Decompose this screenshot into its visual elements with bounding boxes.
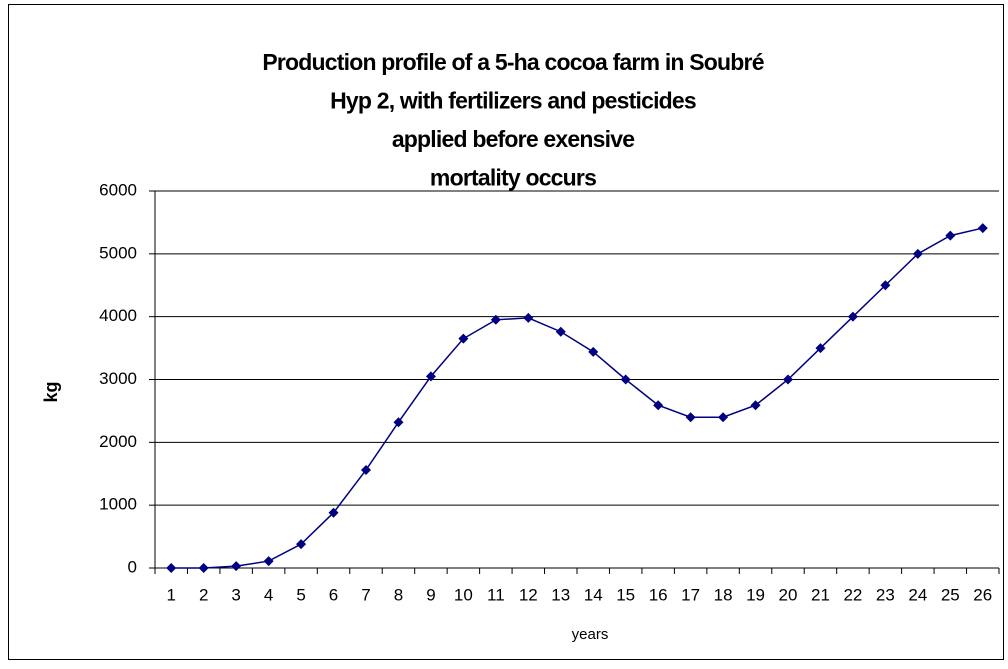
marker bbox=[685, 412, 696, 423]
x-tick-label: 19 bbox=[746, 585, 765, 604]
x-tick-label: 9 bbox=[426, 585, 435, 604]
marker bbox=[166, 563, 177, 573]
chart-title: applied before exensive bbox=[392, 126, 634, 152]
x-tick-label: 26 bbox=[973, 585, 992, 604]
marker bbox=[328, 507, 339, 518]
marker bbox=[620, 374, 631, 385]
x-tick-label: 4 bbox=[264, 585, 273, 604]
x-tick-label: 13 bbox=[551, 585, 570, 604]
x-tick-label: 15 bbox=[616, 585, 635, 604]
y-tick-label: 6000 bbox=[99, 180, 137, 199]
marker bbox=[783, 374, 793, 385]
x-tick-label: 2 bbox=[199, 585, 208, 604]
marker bbox=[750, 400, 761, 411]
x-tick-label: 5 bbox=[296, 585, 305, 604]
y-tick-label: 3000 bbox=[99, 369, 137, 388]
marker bbox=[912, 248, 923, 259]
x-tick-label: 3 bbox=[231, 585, 240, 604]
x-tick-label: 18 bbox=[714, 585, 733, 604]
chart-title: mortality occurs bbox=[430, 165, 596, 191]
y-tick-label: 5000 bbox=[99, 243, 137, 262]
line bbox=[171, 227, 983, 569]
marker bbox=[361, 464, 371, 475]
marker bbox=[718, 412, 729, 423]
x-tick-label: 17 bbox=[681, 585, 700, 604]
marker bbox=[880, 280, 891, 291]
marker bbox=[425, 371, 436, 382]
chart-title: Production profile of a 5-ha cocoa farm … bbox=[262, 49, 763, 75]
marker bbox=[458, 333, 469, 344]
y-tick-label: 0 bbox=[128, 557, 137, 576]
marker bbox=[653, 400, 664, 411]
marker bbox=[523, 312, 534, 323]
marker bbox=[815, 343, 826, 354]
marker bbox=[393, 417, 404, 428]
x-tick-label: 25 bbox=[941, 585, 960, 604]
x-tick-label: 24 bbox=[908, 585, 927, 604]
x-axis-label: years bbox=[572, 626, 609, 643]
x-tick-label: 12 bbox=[519, 585, 538, 604]
x-tick-label: 6 bbox=[329, 585, 338, 604]
x-tick-label: 22 bbox=[843, 585, 862, 604]
marker bbox=[263, 556, 274, 567]
x-tick-label: 11 bbox=[487, 585, 505, 604]
chart-title: Hyp 2, with fertilizers and pesticides bbox=[330, 88, 696, 114]
x-tick-label: 20 bbox=[779, 585, 798, 604]
x-tick-label: 14 bbox=[584, 585, 603, 604]
marker bbox=[588, 346, 599, 357]
marker bbox=[977, 223, 988, 234]
x-tick-label: 23 bbox=[876, 585, 895, 604]
x-tick-label: 8 bbox=[394, 585, 403, 604]
y-tick-label: 2000 bbox=[99, 432, 137, 451]
y-tick-label: 4000 bbox=[99, 306, 137, 325]
x-tick-label: 16 bbox=[649, 585, 668, 604]
marker bbox=[847, 311, 858, 322]
marker bbox=[945, 230, 956, 241]
marker bbox=[231, 561, 242, 572]
y-axis-label: kg bbox=[41, 381, 61, 402]
marker bbox=[555, 326, 566, 337]
x-tick-label: 7 bbox=[361, 585, 370, 604]
x-tick-label: 1 bbox=[166, 585, 175, 604]
x-tick-label: 21 bbox=[811, 585, 830, 604]
marker bbox=[490, 314, 501, 325]
x-tick-label: 10 bbox=[454, 585, 473, 604]
y-tick-label: 1000 bbox=[99, 495, 137, 514]
marker bbox=[296, 539, 307, 550]
marker bbox=[198, 563, 209, 573]
